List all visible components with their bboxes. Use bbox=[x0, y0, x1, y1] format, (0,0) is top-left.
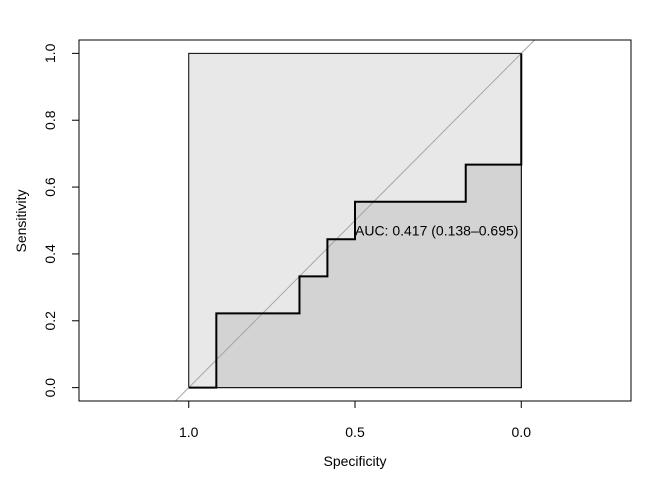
roc-curve bbox=[188, 53, 523, 389]
y-tick-label: 0.6 bbox=[42, 177, 58, 197]
y-tick-label: 0.0 bbox=[42, 378, 58, 398]
x-tick-label: 0.0 bbox=[512, 424, 532, 440]
y-tick-label: 0.2 bbox=[42, 311, 58, 331]
x-axis-label: Specificity bbox=[323, 453, 386, 469]
y-tick-label: 0.4 bbox=[42, 244, 58, 264]
auc-annotation: AUC: 0.417 (0.138–0.695) bbox=[355, 223, 518, 239]
x-tick-label: 1.0 bbox=[179, 424, 199, 440]
y-axis: 0.0 0.2 0.4 0.6 0.8 1.0 bbox=[42, 43, 80, 398]
x-axis: 1.0 0.5 0.0 bbox=[179, 400, 532, 440]
y-axis-label: Sensitivity bbox=[13, 189, 29, 252]
y-tick-label: 0.8 bbox=[42, 110, 58, 130]
x-tick-label: 0.5 bbox=[345, 424, 365, 440]
y-tick-label: 1.0 bbox=[42, 43, 58, 63]
